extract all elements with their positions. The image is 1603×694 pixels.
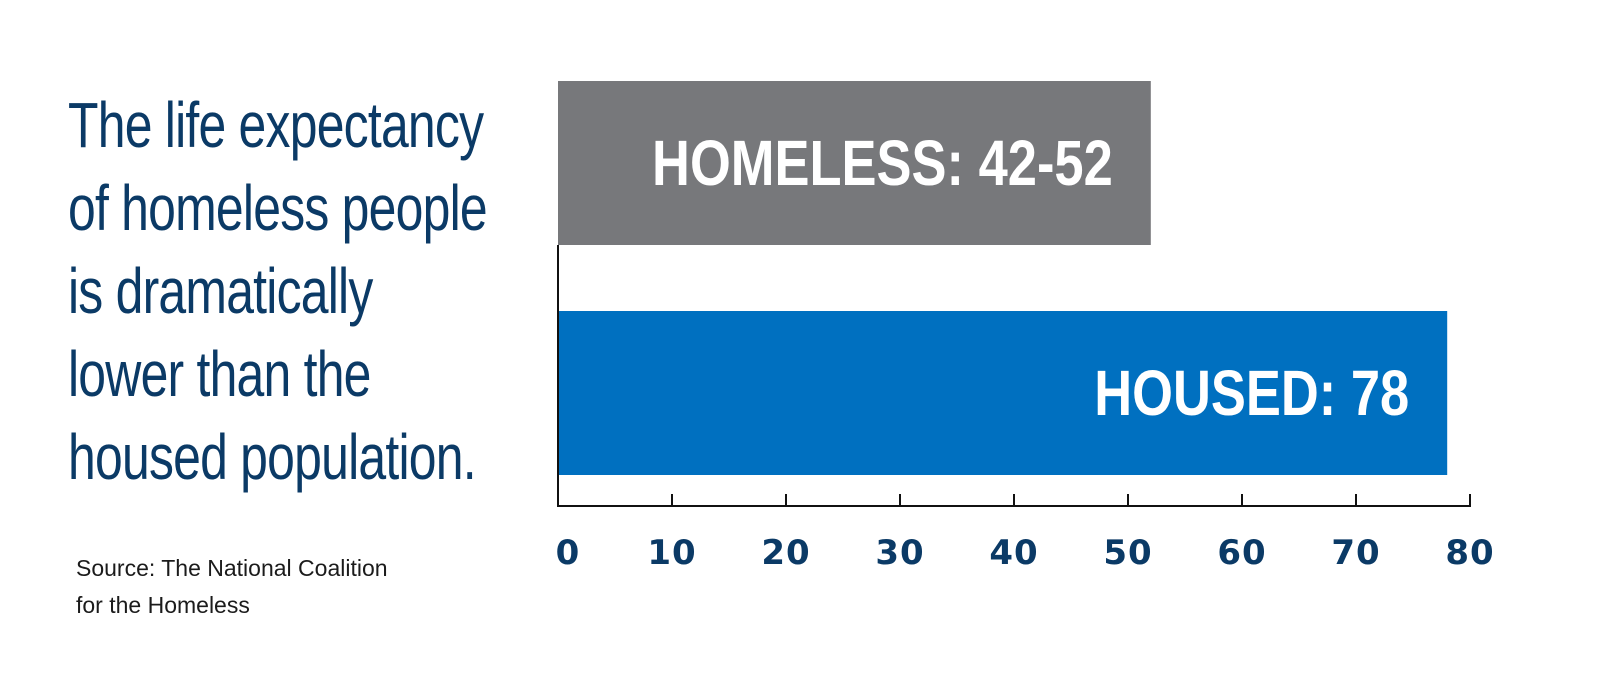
headline-line: lower than the (68, 338, 371, 410)
bar-label-homeless: HOMELESS: 42-52 (652, 128, 1113, 199)
x-tick-label: 10 (647, 533, 696, 573)
headline-line: The life expectancy (68, 89, 484, 161)
ticks-group: 0 10 20 30 40 50 60 70 80 (556, 494, 1494, 573)
headline: The life expectancy of homeless people i… (68, 84, 488, 499)
x-tick-label: 40 (989, 533, 1038, 573)
headline-line: is dramatically (68, 255, 373, 327)
x-tick-label: 60 (1217, 533, 1266, 573)
headline-line: housed population. (68, 421, 477, 493)
x-tick-label: 80 (1445, 533, 1494, 573)
x-tick-label: 30 (875, 533, 924, 573)
bar-label-housed: HOUSED: 78 (1094, 358, 1409, 429)
x-tick-label: 50 (1103, 533, 1152, 573)
x-tick-label: 20 (761, 533, 810, 573)
bar-homeless (558, 81, 1151, 245)
bar-housed (558, 311, 1448, 475)
bars-group: HOMELESS: 42-52 HOUSED: 78 (558, 81, 1448, 475)
headline-line: of homeless people (68, 172, 488, 244)
source-note: Source: The National Coalition for the H… (76, 550, 476, 624)
source-line: for the Homeless (76, 592, 250, 618)
x-tick-label: 70 (1331, 533, 1380, 573)
x-tick-label: 0 (556, 533, 581, 573)
source-line: Source: The National Coalition (76, 555, 388, 581)
